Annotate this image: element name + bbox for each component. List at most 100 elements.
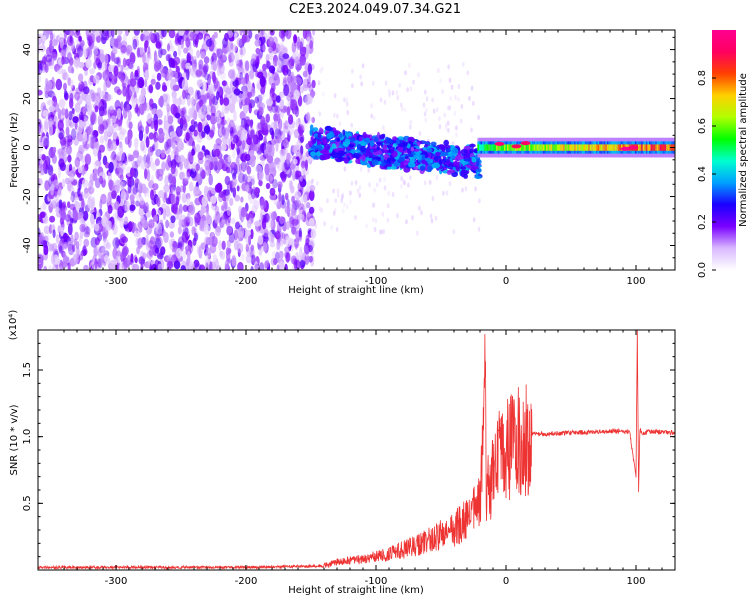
heatmap-cell: [195, 69, 203, 78]
heatmap-cell: [254, 260, 259, 270]
heatmap-cell: [72, 135, 76, 143]
heatmap-cell: [175, 195, 180, 206]
heatmap-cell: [105, 195, 111, 203]
heatmap-cell: [237, 243, 244, 254]
heatmap-cell: [222, 97, 230, 106]
heatmap-cell: [399, 102, 403, 108]
heatmap-cell: [248, 30, 253, 39]
heatmap-cell: [93, 223, 100, 232]
heatmap-cell: [226, 137, 232, 145]
heatmap-cell: [463, 158, 471, 162]
heatmap-cell: [292, 200, 300, 211]
heatmap-cell: [144, 168, 148, 180]
heatmap-cell: [242, 173, 248, 183]
heatmap-cell: [90, 128, 94, 136]
heatmap-cell: [108, 72, 114, 79]
heatmap-cell: [122, 57, 127, 68]
heatmap-cell: [460, 148, 468, 156]
heatmap-cell: [234, 52, 240, 65]
heatmap-cell: [400, 183, 403, 189]
heatmap-cell: [262, 241, 267, 252]
heatmap-cell: [194, 197, 202, 206]
heatmap-cell: [616, 144, 620, 151]
heatmap-cell: [605, 144, 609, 151]
heatmap-cell: [74, 157, 81, 168]
heatmap-cell: [155, 32, 160, 45]
heatmap-cell: [127, 254, 131, 265]
heatmap-cell: [291, 218, 299, 227]
heatmap-cell: [167, 43, 170, 52]
heatmap-cell: [176, 191, 181, 202]
heatmap-cell: [360, 145, 366, 153]
heatmap-cell: [129, 85, 133, 97]
heatmap-cell: [258, 179, 263, 187]
heatmap-cell: [277, 133, 282, 144]
heatmap-cell: [391, 90, 395, 96]
heatmap-cell: [221, 240, 226, 250]
heatmap-cell: [255, 164, 263, 174]
heatmap-cell: [262, 44, 266, 53]
heatmap-cell: [292, 169, 296, 181]
heatmap-cell: [400, 176, 403, 181]
heatmap-cell: [254, 96, 260, 104]
heatmap-cell: [409, 137, 414, 142]
heatmap-cell: [156, 72, 162, 81]
heatmap-cell: [259, 75, 266, 88]
heatmap-cell: [151, 198, 157, 206]
heatmap-cell: [310, 221, 314, 227]
heatmap-cell: [185, 37, 191, 48]
colorbar-tick-label: 0.0: [697, 262, 708, 278]
heatmap-cell: [67, 201, 71, 209]
heatmap-cell: [67, 52, 72, 63]
heatmap-cell: [58, 245, 63, 254]
y-tick-label: 20: [22, 92, 33, 105]
heatmap-cell: [275, 104, 280, 114]
heatmap-cell: [126, 103, 130, 113]
heatmap-cell: [206, 114, 211, 121]
heatmap-cell: [370, 103, 373, 109]
heatmap-cell: [447, 120, 450, 126]
heatmap-cell: [262, 63, 267, 72]
heatmap-cell: [399, 164, 406, 169]
heatmap-cell: [252, 254, 257, 264]
heatmap-cell: [191, 148, 196, 156]
heatmap-cell: [168, 30, 176, 39]
heatmap-cell: [310, 228, 317, 239]
heatmap-cell: [213, 214, 219, 223]
heatmap-cell: [50, 183, 55, 196]
heatmap-cell: [177, 97, 182, 106]
heatmap-cell: [586, 144, 590, 151]
heatmap-cell: [230, 161, 237, 171]
heatmap-cell: [45, 80, 53, 90]
heatmap-cell: [257, 83, 262, 91]
heatmap-cell: [164, 191, 168, 200]
heatmap-cell: [150, 78, 156, 85]
heatmap-cell: [276, 59, 282, 71]
heatmap-cell: [105, 220, 113, 231]
heatmap-cell: [263, 122, 268, 131]
heatmap-cell: [67, 223, 73, 236]
heatmap-cell: [85, 226, 89, 234]
heatmap-cell: [463, 173, 468, 179]
heatmap-cell: [167, 260, 173, 269]
heatmap-cell: [585, 144, 588, 151]
heatmap-cell: [469, 143, 476, 148]
heatmap-cell: [519, 144, 523, 151]
heatmap-cell: [79, 223, 86, 233]
heatmap-cell: [284, 246, 290, 253]
heatmap-cell: [128, 121, 133, 130]
heatmap-cell: [107, 170, 112, 182]
heatmap-cell: [111, 190, 117, 200]
heatmap-cell: [295, 259, 301, 270]
heatmap-cell: [381, 211, 385, 217]
heatmap-cell: [248, 83, 254, 90]
heatmap-cell: [170, 165, 176, 175]
heatmap-cell: [314, 223, 318, 229]
heatmap-cell: [207, 73, 211, 86]
heatmap-cell: [308, 84, 314, 93]
heatmap-cell: [296, 64, 300, 73]
heatmap-cell: [231, 93, 238, 104]
heatmap-cell: [53, 146, 57, 154]
heatmap-cell: [386, 217, 390, 223]
heatmap-cell: [43, 240, 50, 248]
